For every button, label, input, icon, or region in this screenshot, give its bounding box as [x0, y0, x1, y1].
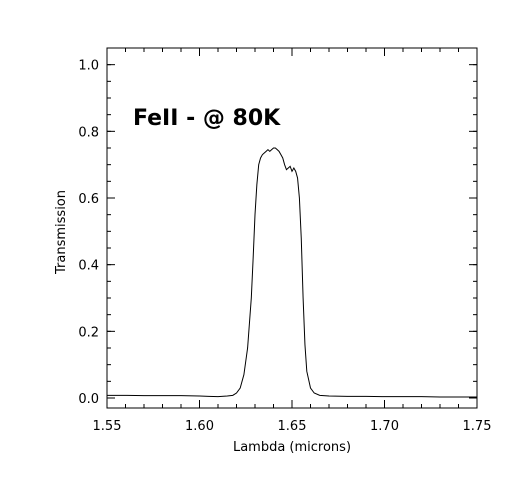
series-line [107, 147, 477, 398]
y-tick-label: 1.0 [78, 59, 99, 74]
y-tick-label: 0.0 [78, 392, 99, 407]
x-tick-label: 1.60 [185, 419, 214, 434]
y-tick-label: 0.4 [78, 259, 99, 274]
chart-annotation: FeII - @ 80K [133, 106, 281, 131]
x-tick-label: 1.65 [278, 419, 307, 434]
x-tick-label: 1.75 [463, 419, 492, 434]
y-tick-label: 0.6 [78, 192, 99, 207]
x-tick-label: 1.55 [93, 419, 122, 434]
y-axis-label: Transmission [54, 190, 69, 275]
plot-frame [106, 47, 478, 409]
y-tick-label: 0.8 [78, 125, 99, 140]
x-axis-label: Lambda (microns) [233, 440, 351, 455]
y-tick-label: 0.2 [78, 325, 99, 340]
x-tick-label: 1.70 [370, 419, 399, 434]
